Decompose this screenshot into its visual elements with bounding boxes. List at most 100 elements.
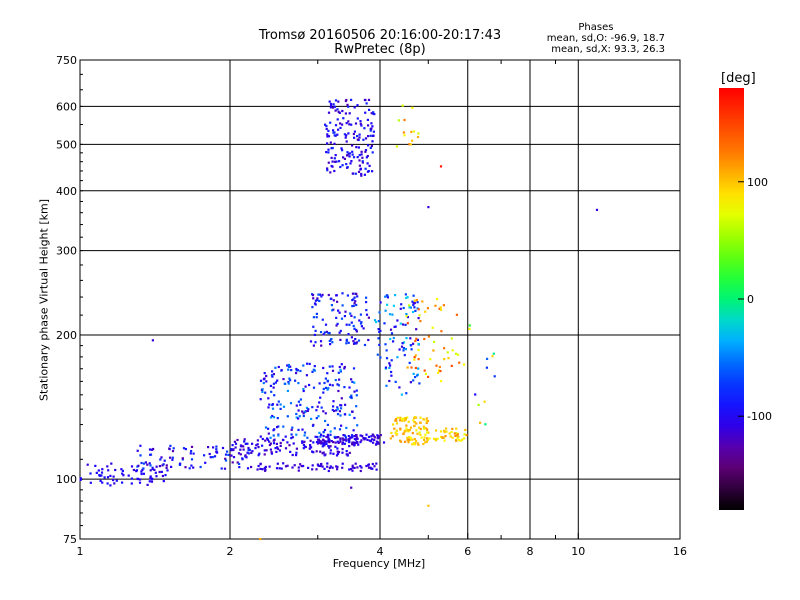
echo-point [263, 372, 266, 375]
echo-point [402, 417, 405, 420]
echo-point [371, 140, 374, 143]
echo-point [351, 144, 354, 147]
y-tick-label: 300 [56, 245, 77, 258]
echo-point [448, 432, 451, 435]
echo-point [169, 444, 172, 447]
echo-point [427, 504, 430, 507]
echo-point [238, 462, 241, 465]
echo-point [337, 451, 341, 454]
echo-point [388, 313, 392, 316]
echo-point [453, 432, 456, 435]
echo-point [349, 312, 352, 315]
echo-point [251, 442, 254, 445]
echo-point [316, 435, 319, 439]
echo-point [319, 464, 322, 468]
echo-point [297, 382, 300, 385]
echo-point [426, 437, 429, 440]
echo-point [455, 434, 458, 437]
echo-point [286, 441, 289, 444]
echo-point [336, 322, 339, 325]
echo-point [208, 452, 211, 456]
echo-point [363, 438, 366, 441]
echo-point [261, 468, 264, 471]
echo-point [335, 160, 338, 163]
echo-point [336, 300, 339, 303]
echo-point [372, 130, 375, 133]
echo-point [295, 416, 298, 419]
echo-point [346, 166, 349, 169]
echo-point [338, 331, 341, 334]
echo-point [413, 306, 416, 309]
echo-point [411, 438, 414, 441]
echo-point [320, 406, 323, 409]
echo-point [456, 437, 459, 440]
echo-point [339, 122, 342, 125]
echo-point [364, 137, 368, 140]
echo-point [458, 361, 461, 364]
echo-point [305, 406, 309, 409]
echo-point [113, 482, 116, 485]
echo-point [413, 358, 416, 361]
echo-point [171, 456, 174, 459]
phase-stats: Phases mean, sd,O: -96.9, 18.7 mean, sd,… [547, 22, 665, 55]
echo-point [290, 437, 293, 440]
echo-point [416, 432, 419, 435]
echo-point [352, 156, 356, 159]
echo-point [242, 448, 245, 451]
echo-point [337, 389, 340, 393]
echo-point [170, 465, 173, 468]
echo-point [265, 380, 268, 383]
echo-point [336, 465, 339, 468]
echo-point [329, 343, 332, 346]
echo-point [299, 463, 302, 466]
echo-point [369, 466, 372, 469]
echo-point [322, 391, 325, 394]
echo-point [335, 316, 338, 319]
echo-point [333, 169, 336, 173]
title-line-2: RwPretec (8p) [334, 42, 426, 57]
echo-point [413, 356, 416, 359]
echo-point [284, 435, 287, 438]
x-axis-label: Frequency [MHz] [332, 557, 426, 570]
echo-point [355, 330, 358, 333]
echo-point [403, 419, 406, 422]
echo-point [327, 111, 331, 114]
echo-point [326, 379, 329, 382]
echo-point [234, 442, 238, 445]
echo-point [336, 447, 339, 450]
echo-point [399, 419, 402, 422]
echo-point [320, 295, 323, 298]
echo-point [329, 433, 332, 436]
echo-point [344, 438, 347, 441]
echo-point [340, 317, 344, 320]
echo-point [465, 434, 468, 437]
echo-point [158, 465, 161, 468]
echo-point [212, 446, 215, 449]
echo-point [357, 443, 360, 446]
echo-point [438, 365, 441, 369]
echo-point [433, 437, 436, 440]
echo-point [345, 426, 348, 429]
phase-stats-x: mean, sd,X: 93.3, 26.3 [551, 44, 665, 55]
echo-point [140, 470, 143, 473]
echo-point [233, 440, 236, 443]
echo-point [272, 416, 276, 419]
echo-point [281, 438, 285, 441]
echo-point [348, 323, 351, 326]
echo-point [142, 462, 146, 465]
echo-point [355, 389, 358, 392]
echo-point [162, 463, 165, 466]
echo-point [421, 300, 424, 303]
echo-point [347, 333, 350, 336]
echo-point [341, 462, 344, 465]
echo-point [282, 378, 285, 381]
echo-point [359, 441, 362, 444]
echo-point [350, 394, 353, 397]
echo-point [386, 296, 389, 299]
echo-point [336, 408, 339, 411]
echo-point [415, 429, 418, 432]
echo-point [424, 372, 427, 375]
echo-point [434, 304, 437, 307]
echo-point [297, 428, 300, 431]
echo-point [356, 437, 359, 440]
